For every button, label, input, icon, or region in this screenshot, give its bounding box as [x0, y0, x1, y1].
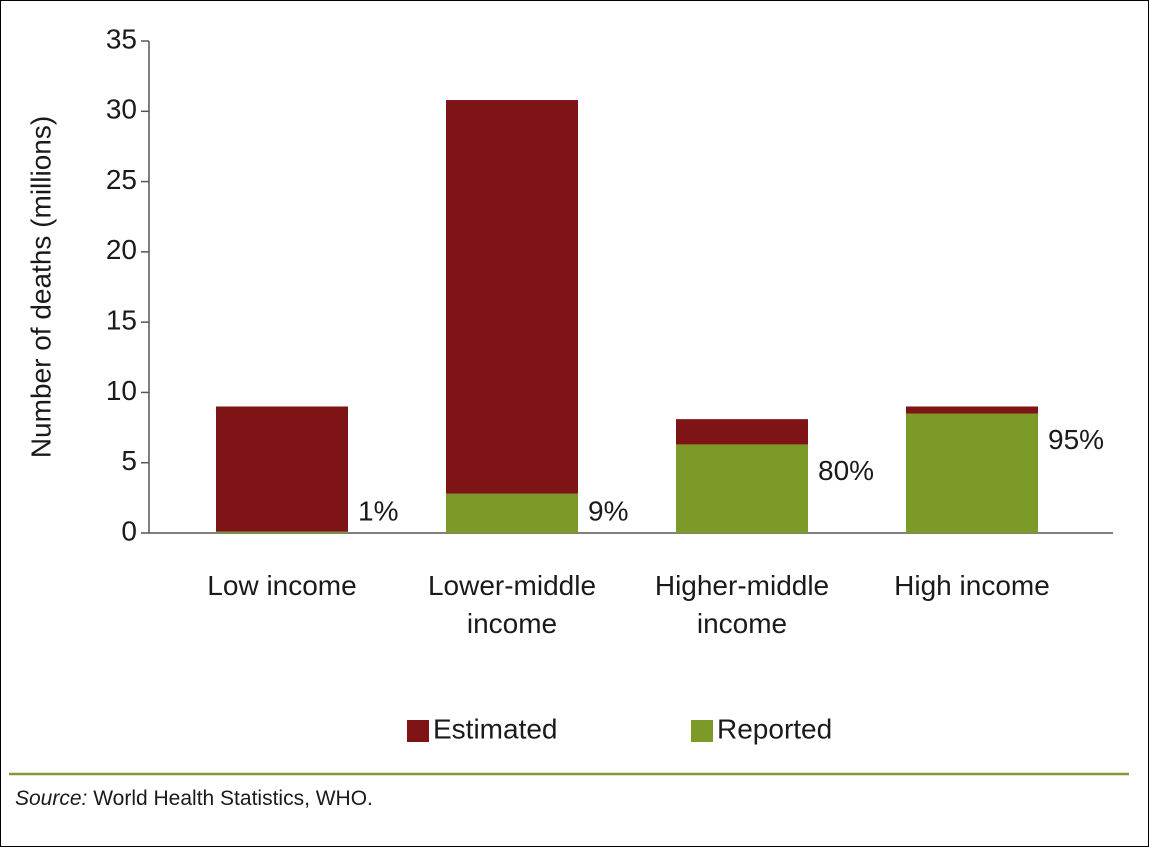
y-tick-label: 20: [106, 234, 137, 265]
source-label: Source:: [15, 787, 88, 810]
y-tick-label: 0: [121, 515, 137, 546]
x-tick-label: Low income: [207, 570, 357, 601]
y-tick-label: 10: [106, 375, 137, 406]
legend-label: Estimated: [433, 713, 558, 744]
bar-segment: [676, 444, 808, 533]
bar-segment: [216, 531, 348, 533]
bar-segment: [906, 406, 1038, 414]
source-text: World Health Statistics, WHO.: [93, 787, 373, 810]
x-tick-label: Lower-middle income: [427, 570, 597, 639]
bar-segment: [906, 413, 1038, 533]
y-axis-title: Number of deaths (millions): [25, 116, 56, 458]
legend-swatch: [691, 720, 713, 742]
bar-segment: [446, 493, 578, 533]
x-tick-label: Higher-middle income: [654, 570, 830, 639]
bar-segment: [676, 419, 808, 445]
y-tick-label: 15: [106, 305, 137, 336]
bar-segment: [446, 100, 578, 494]
annotation: 1%: [358, 495, 398, 526]
y-tick-label: 35: [106, 23, 137, 54]
annotation: 95%: [1048, 424, 1104, 455]
annotation: 80%: [818, 455, 874, 486]
annotation: 9%: [588, 495, 628, 526]
x-tick-label: High income: [894, 570, 1050, 601]
legend-label: Reported: [717, 713, 832, 744]
legend-swatch: [407, 720, 429, 742]
y-tick-label: 5: [121, 445, 137, 476]
bar-segment: [216, 406, 348, 532]
y-tick-label: 25: [106, 164, 137, 195]
y-tick-label: 30: [106, 94, 137, 125]
source: Source: World Health Statistics, WHO.: [15, 787, 373, 811]
